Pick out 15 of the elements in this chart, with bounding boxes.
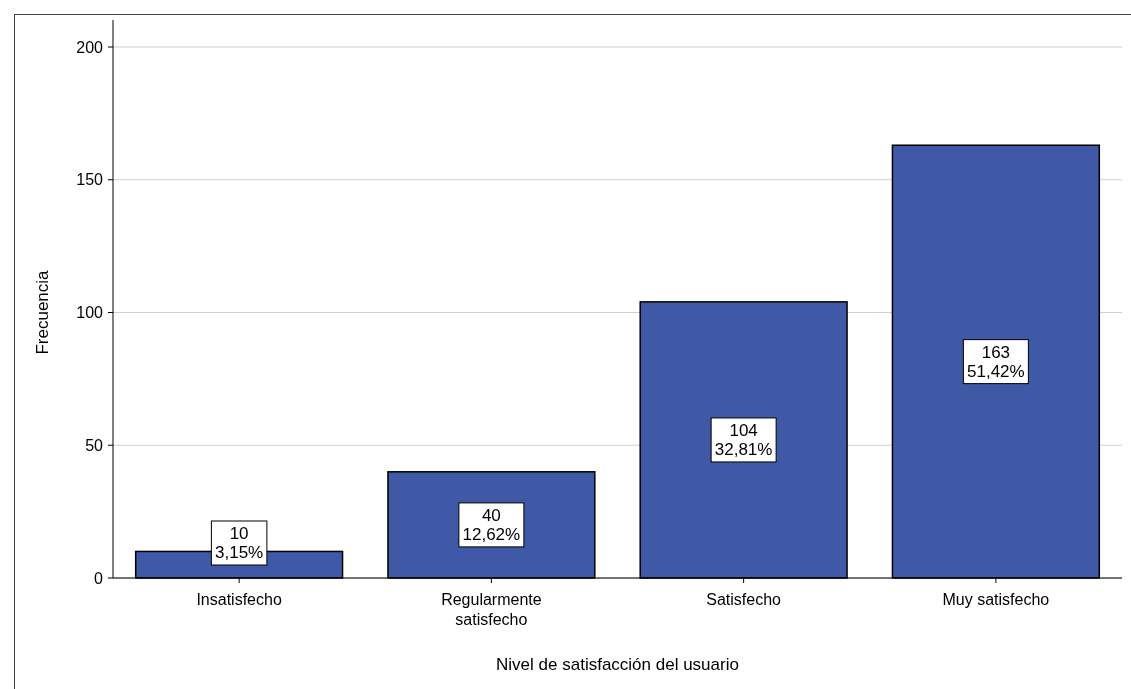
x-tick-label: Satisfecho (706, 591, 782, 608)
y-tick-label: 200 (76, 38, 104, 56)
x-tick-label: Insatisfecho (196, 591, 282, 608)
y-tick-label: 100 (76, 304, 104, 322)
x-tick-label: Muy satisfecho (942, 591, 1050, 608)
y-tick-label: 50 (85, 436, 104, 454)
data-label: 104 32,81% (714, 420, 773, 459)
y-tick-label: 150 (76, 171, 104, 189)
x-axis-title: Nivel de satisfacción del usuario (496, 655, 739, 674)
data-label: 10 3,15% (215, 524, 264, 562)
data-label: 163 51,42% (967, 342, 1025, 381)
data-label: 40 12,62% (462, 505, 521, 544)
y-tick-label: 0 (94, 569, 104, 587)
x-tick-label: Regularmente satisfecho (441, 591, 542, 628)
y-axis-title: Frecuencia (33, 269, 52, 355)
